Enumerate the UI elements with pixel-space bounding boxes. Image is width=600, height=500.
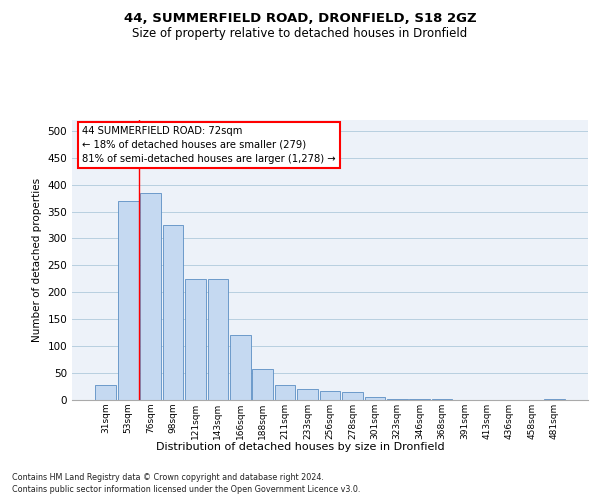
Bar <box>185 279 206 400</box>
Bar <box>140 192 161 400</box>
Text: Distribution of detached houses by size in Dronfield: Distribution of detached houses by size … <box>155 442 445 452</box>
Text: Contains HM Land Registry data © Crown copyright and database right 2024.: Contains HM Land Registry data © Crown c… <box>12 472 324 482</box>
Bar <box>297 389 318 400</box>
Text: 44, SUMMERFIELD ROAD, DRONFIELD, S18 2GZ: 44, SUMMERFIELD ROAD, DRONFIELD, S18 2GZ <box>124 12 476 26</box>
Bar <box>208 279 228 400</box>
Bar <box>163 225 184 400</box>
Bar <box>387 399 407 400</box>
Bar <box>365 397 385 400</box>
Bar <box>342 392 363 400</box>
Text: Contains public sector information licensed under the Open Government Licence v3: Contains public sector information licen… <box>12 485 361 494</box>
Bar <box>118 201 139 400</box>
Bar <box>320 392 340 400</box>
Text: Size of property relative to detached houses in Dronfield: Size of property relative to detached ho… <box>133 28 467 40</box>
Text: 44 SUMMERFIELD ROAD: 72sqm
← 18% of detached houses are smaller (279)
81% of sem: 44 SUMMERFIELD ROAD: 72sqm ← 18% of deta… <box>82 126 336 164</box>
Bar <box>230 336 251 400</box>
Bar <box>544 399 565 400</box>
Bar <box>275 385 295 400</box>
Bar <box>253 370 273 400</box>
Bar <box>95 385 116 400</box>
Y-axis label: Number of detached properties: Number of detached properties <box>32 178 42 342</box>
